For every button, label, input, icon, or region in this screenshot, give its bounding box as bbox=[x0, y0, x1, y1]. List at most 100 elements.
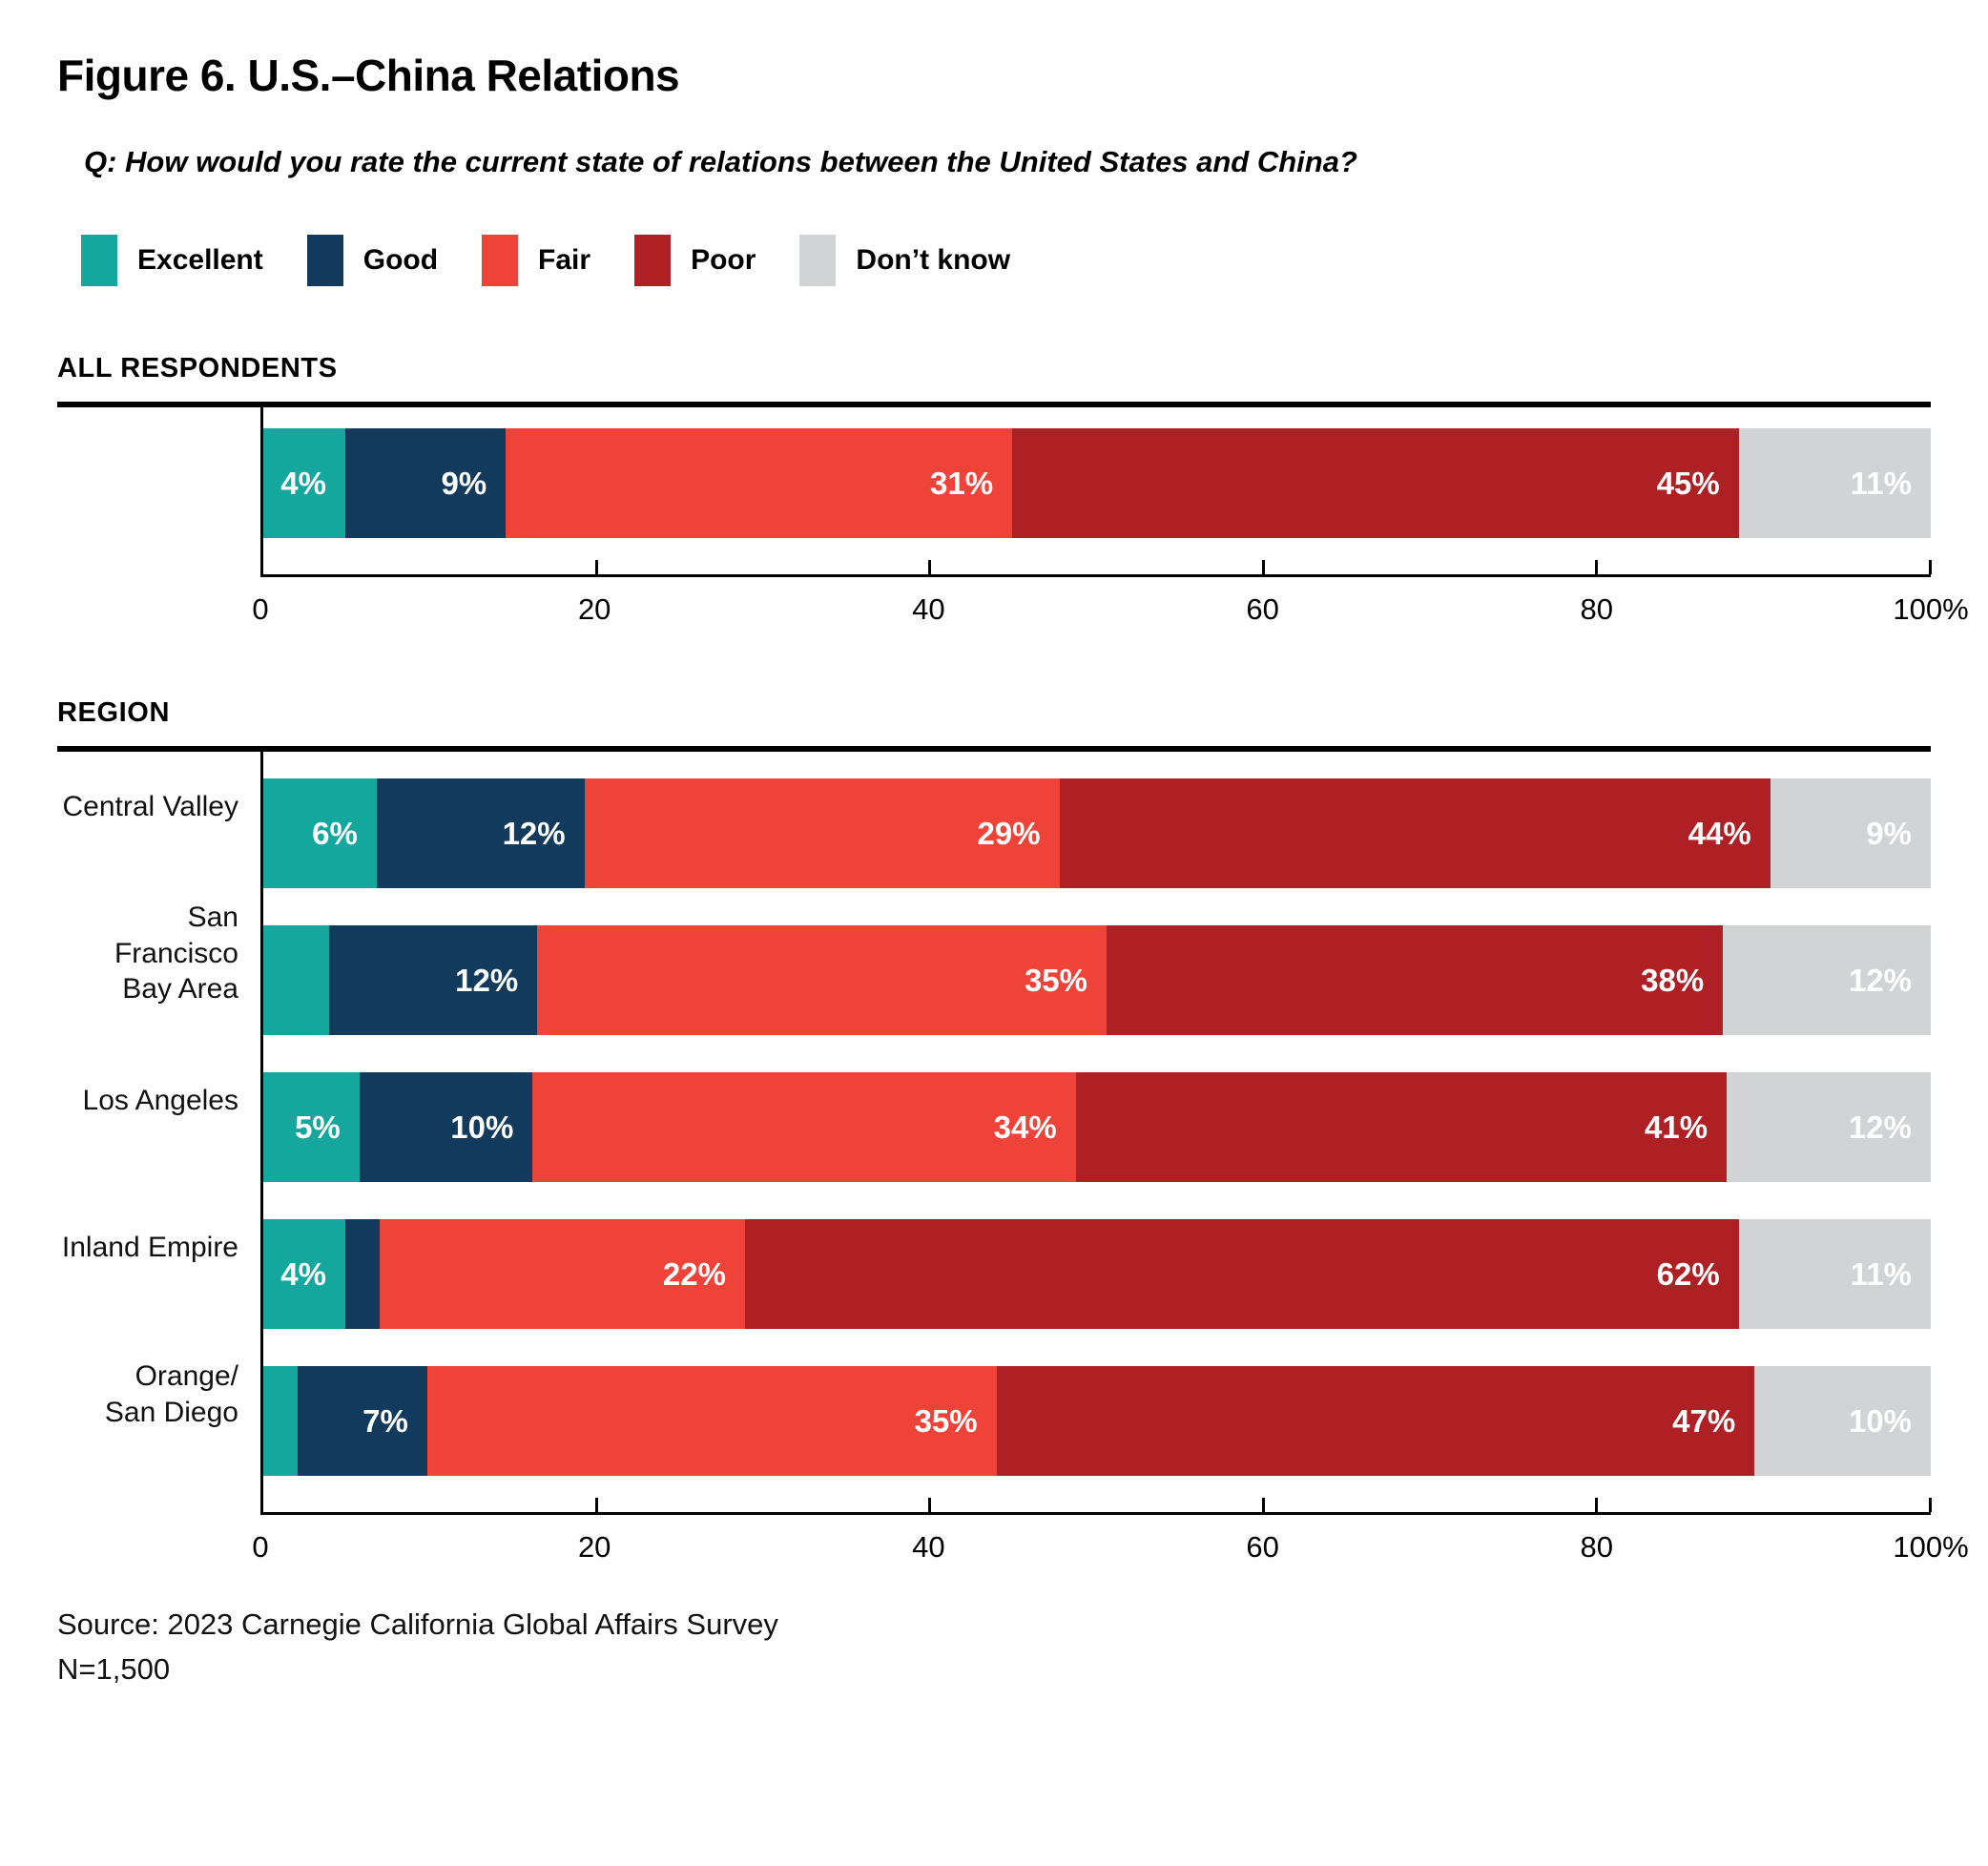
segment-value-label: 12% bbox=[1848, 1109, 1912, 1145]
bar-segment-dont_know: 12% bbox=[1727, 1072, 1931, 1182]
row-label: Inland Empire bbox=[57, 1192, 260, 1302]
bar-segment-poor: 38% bbox=[1107, 925, 1724, 1035]
axis-tick bbox=[1595, 560, 1599, 574]
segment-value-label: 45% bbox=[1656, 465, 1720, 501]
axis-tick-label: 100% bbox=[1893, 1530, 1969, 1564]
axis-tick bbox=[1261, 1498, 1265, 1512]
plot-area: 4% 9% 31% 45% 11% bbox=[260, 407, 1932, 577]
axis-tick bbox=[928, 1498, 932, 1512]
bar-segment-poor: 44% bbox=[1059, 778, 1771, 888]
row-labels-column bbox=[57, 407, 260, 577]
bar-segment-excellent: 5% bbox=[263, 1072, 360, 1182]
segment-value-label: 10% bbox=[450, 1109, 514, 1145]
axis-tick-label: 60 bbox=[1246, 1530, 1279, 1564]
segment-value-label: 29% bbox=[977, 815, 1041, 851]
segment-value-label: 38% bbox=[1641, 962, 1705, 998]
axis-tick bbox=[1929, 1498, 1932, 1512]
bar-segment-good: 12% bbox=[329, 925, 538, 1035]
segment-value-label: 34% bbox=[993, 1109, 1057, 1145]
segment-value-label: 6% bbox=[312, 815, 358, 851]
segment-value-label: 5% bbox=[295, 1109, 341, 1145]
axis-tick bbox=[594, 560, 598, 574]
axis-tick-label: 40 bbox=[912, 592, 945, 626]
row-label-line: San Diego bbox=[104, 1396, 238, 1428]
legend-swatch-excellent bbox=[81, 235, 117, 286]
bar-segment-excellent: 4% bbox=[263, 428, 345, 538]
row-label-line: San Francisco bbox=[114, 901, 238, 969]
survey-question: Q: How would you rate the current state … bbox=[84, 145, 1357, 178]
legend-item: Don’t know bbox=[799, 235, 1010, 286]
source-line: Source: 2023 Carnegie California Global … bbox=[57, 1607, 778, 1641]
bar-segment-poor: 45% bbox=[1012, 428, 1739, 538]
axis-tick-label: 80 bbox=[1580, 1530, 1614, 1564]
bar-segment-excellent: 6% bbox=[263, 778, 377, 888]
bar-segment-excellent bbox=[263, 1366, 299, 1476]
legend-swatch-fair bbox=[482, 235, 519, 286]
axis-tick-label: 20 bbox=[577, 1530, 611, 1564]
bar-segment-good bbox=[344, 1219, 381, 1329]
segment-value-label: 12% bbox=[1848, 962, 1912, 998]
row-label-line: Bay Area bbox=[122, 973, 238, 1006]
row-label: Los Angeles bbox=[57, 1046, 260, 1155]
segment-value-label: 11% bbox=[1850, 1255, 1913, 1292]
legend: Excellent Good Fair Poor Don’t know bbox=[81, 235, 1931, 286]
sample-size: N=1,500 bbox=[57, 1651, 171, 1686]
segment-value-label: 7% bbox=[362, 1402, 408, 1439]
bar-segment-poor: 47% bbox=[996, 1366, 1755, 1476]
segment-value-label: 31% bbox=[930, 465, 994, 501]
segment-value-label: 12% bbox=[455, 962, 519, 998]
section-heading: ALL RESPONDENTS bbox=[57, 353, 1931, 407]
legend-label: Good bbox=[362, 244, 439, 276]
axis-tick-label: 0 bbox=[252, 1530, 269, 1564]
stacked-bar: 12% 35% 38% 12% bbox=[263, 925, 1931, 1035]
axis-tick-label: 40 bbox=[912, 1530, 945, 1564]
axis-tick bbox=[1261, 560, 1265, 574]
bar-segment-good: 10% bbox=[359, 1072, 533, 1182]
row-labels-column: Central Valley San Francisco Bay Area Los A… bbox=[57, 752, 260, 1515]
row-label-line: Inland Empire bbox=[61, 1231, 238, 1263]
axis-tick bbox=[1595, 1498, 1599, 1512]
row-label bbox=[57, 407, 260, 517]
segment-value-label: 35% bbox=[1024, 962, 1087, 998]
bar-segment-fair: 35% bbox=[537, 925, 1107, 1035]
legend-swatch-poor bbox=[634, 235, 672, 286]
segment-value-label: 22% bbox=[662, 1255, 726, 1292]
axis-tick-label: 0 bbox=[252, 592, 269, 626]
row-label: San Francisco Bay Area bbox=[57, 899, 260, 1008]
stacked-bar: 4% 22% 62% 11% bbox=[263, 1219, 1932, 1329]
plot-area: 6% 12% 29% 44% 9% 12% 35% 38% 12% 5% 10% 34% 41% 12% 4… bbox=[260, 752, 1932, 1515]
stacked-bar: 7% 35% 47% 10% bbox=[263, 1366, 1931, 1476]
axis-tick-label: 100% bbox=[1893, 592, 1969, 626]
chart-all-respondents: 4% 9% 31% 45% 11% bbox=[57, 407, 1932, 577]
legend-label: Poor bbox=[691, 244, 756, 276]
legend-label: Excellent bbox=[137, 244, 263, 276]
bar-segment-dont_know: 12% bbox=[1723, 925, 1931, 1035]
bar-segment-excellent: 4% bbox=[263, 1219, 345, 1329]
bar-segment-dont_know: 10% bbox=[1754, 1366, 1931, 1476]
bar-segment-dont_know: 11% bbox=[1738, 428, 1931, 538]
stacked-bar: 4% 9% 31% 45% 11% bbox=[263, 428, 1931, 538]
figure-title: Figure 6. U.S.–China Relations bbox=[57, 51, 680, 100]
axis-tick-label: 60 bbox=[1246, 592, 1279, 626]
legend-label: Don’t know bbox=[856, 244, 1011, 276]
bar-segment-fair: 34% bbox=[532, 1072, 1076, 1182]
segment-value-label: 4% bbox=[280, 1255, 326, 1292]
bar-segment-fair: 31% bbox=[506, 428, 1013, 538]
source-note: Source: 2023 Carnegie California Global … bbox=[57, 1603, 1931, 1691]
bar-segment-poor: 62% bbox=[744, 1219, 1739, 1329]
section-all-respondents: ALL RESPONDENTS 4% 9% 31% 45% 11% 0 20 40 60 80 1… bbox=[57, 353, 1969, 631]
chart-region: Central Valley San Francisco Bay Area Los A… bbox=[57, 752, 1932, 1515]
section-region: REGION Central Valley San Francisco Bay Ar… bbox=[57, 697, 1969, 1568]
legend-item: Excellent bbox=[81, 235, 263, 286]
axis-tick bbox=[1929, 560, 1932, 574]
x-axis-labels: 0 20 40 60 80 100% bbox=[252, 1515, 1968, 1568]
bar-segment-good: 12% bbox=[376, 778, 585, 888]
segment-value-label: 41% bbox=[1645, 1109, 1708, 1145]
axis-tick-label: 80 bbox=[1580, 592, 1614, 626]
row-label: Orange/San Diego bbox=[57, 1339, 260, 1449]
segment-value-label: 62% bbox=[1656, 1255, 1720, 1292]
bar-segment-poor: 41% bbox=[1075, 1072, 1728, 1182]
axis-tick bbox=[594, 1498, 598, 1512]
segment-value-label: 44% bbox=[1688, 815, 1751, 851]
